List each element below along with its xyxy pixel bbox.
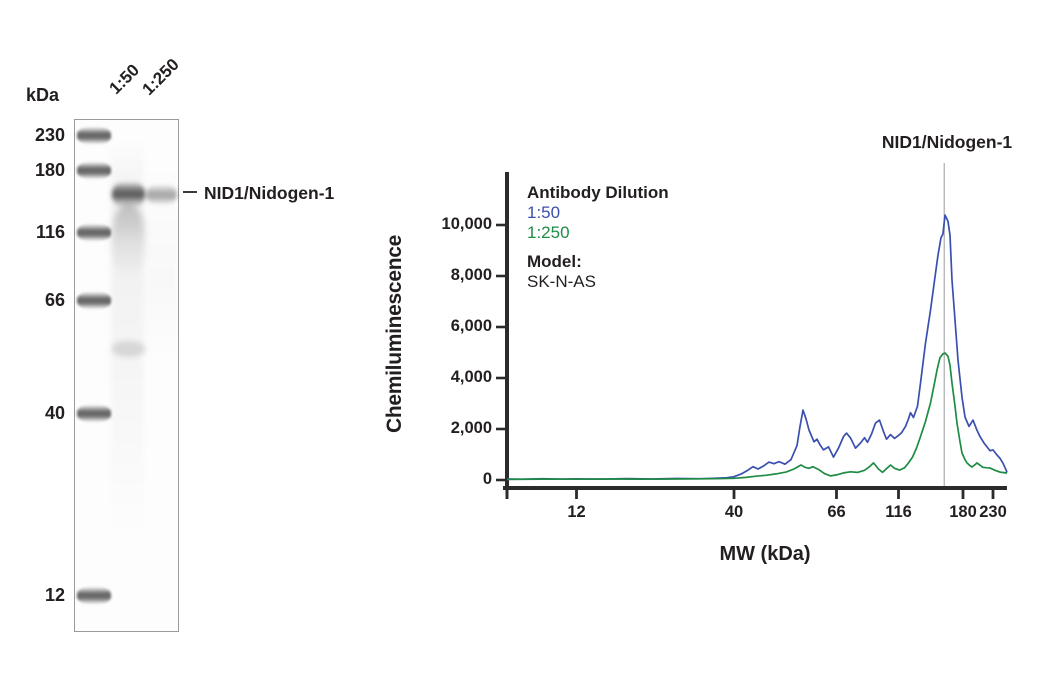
kda-unit-label: kDa <box>26 85 60 105</box>
y-tick-label: 0 <box>482 470 492 488</box>
marker-label-12: 12 <box>44 585 65 605</box>
marker-label-40: 40 <box>44 403 65 423</box>
legend-entry-1-50: 1:50 <box>527 203 561 222</box>
lane-1-haze <box>111 138 144 558</box>
band-annotation-label: NID1/Nidogen-1 <box>204 183 335 203</box>
marker-band-12 <box>77 587 111 604</box>
peak-annotation-label: NID1/Nidogen-1 <box>881 132 1013 152</box>
x-tick-label: 40 <box>724 503 744 521</box>
marker-band-230 <box>77 127 111 144</box>
marker-band-116 <box>77 224 111 241</box>
marker-label-116: 116 <box>35 222 65 242</box>
model-value: SK-N-AS <box>527 272 596 291</box>
band-pointer-dash <box>183 191 197 194</box>
x-tick-label: 180 <box>949 503 977 521</box>
model-label: Model: <box>527 252 582 271</box>
legend-title: Antibody Dilution <box>527 183 669 202</box>
x-axis-title: MW (kDa) <box>719 543 811 565</box>
marker-band-180 <box>77 162 111 179</box>
x-tick-label: 66 <box>827 503 846 521</box>
sample-band-lane-1 <box>112 341 145 357</box>
marker-label-66: 66 <box>44 290 65 310</box>
y-tick-label: 6,000 <box>450 317 492 335</box>
y-tick-label: 8,000 <box>450 266 492 284</box>
trace-1-50 <box>506 214 1008 481</box>
sample-band-lane-1 <box>112 203 145 279</box>
x-tick-label: 116 <box>885 503 912 521</box>
marker-band-40 <box>77 405 111 422</box>
y-tick-label: 4,000 <box>450 368 492 386</box>
x-tick-label: 12 <box>567 503 586 521</box>
y-axis-title: Chemiluminescence <box>383 235 406 434</box>
blot-image <box>74 119 179 632</box>
legend-entry-1-250: 1:250 <box>527 223 570 242</box>
marker-label-230: 230 <box>34 125 65 145</box>
marker-band-66 <box>77 292 111 309</box>
y-tick-label: 2,000 <box>450 419 492 437</box>
sample-band-lane-1 <box>112 180 145 208</box>
trace-1-250 <box>506 352 1008 481</box>
x-tick-label: 230 <box>979 503 1007 521</box>
marker-label-180: 180 <box>34 160 65 180</box>
sample-band-lane-2 <box>146 183 177 205</box>
y-tick-label: 10,000 <box>441 215 492 233</box>
chart-legend: Antibody Dilution 1:50 1:250 Model: SK-N… <box>527 183 669 292</box>
